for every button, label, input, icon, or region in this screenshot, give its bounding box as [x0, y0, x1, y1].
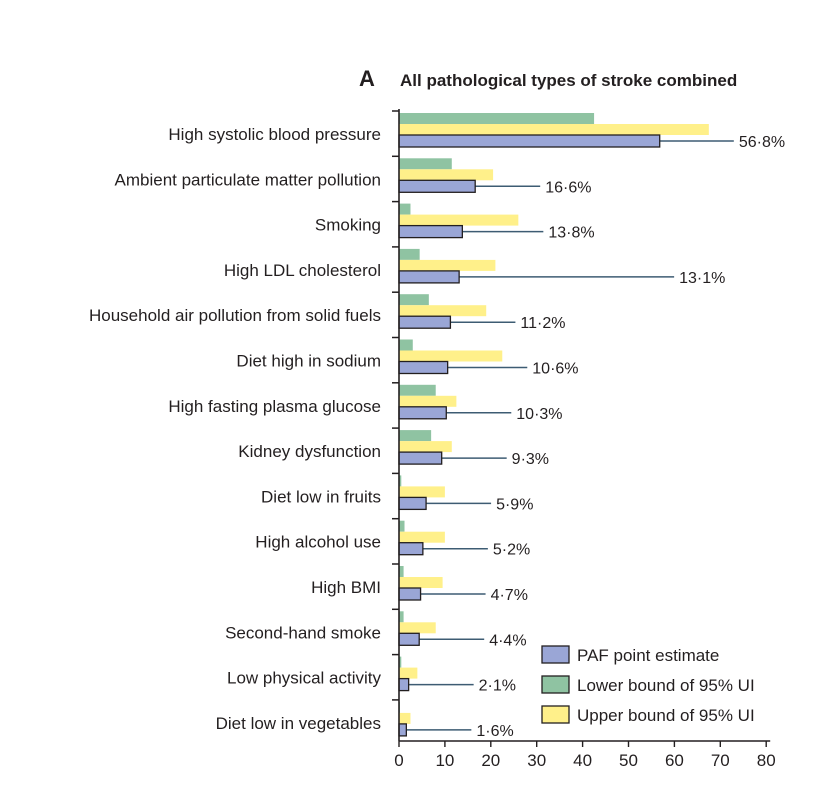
category-label: Kidney dysfunction: [238, 442, 381, 461]
point-estimate-bar: [398, 723, 407, 737]
upper-bound-bar: [399, 667, 418, 679]
value-label: 5·2%: [493, 542, 530, 559]
value-label: 2·1%: [479, 678, 516, 695]
lower-bound-bar: [399, 248, 420, 260]
legend-swatch: [541, 705, 570, 724]
x-tick-label: 80: [757, 751, 776, 770]
point-estimate-bar: [398, 632, 420, 646]
lower-bound-bar: [399, 430, 432, 442]
lower-bound-bar: [399, 294, 429, 306]
upper-bound-bar: [399, 169, 494, 181]
value-label: 4·4%: [489, 632, 526, 649]
upper-bound-bar: [399, 441, 452, 453]
point-estimate-bar: [398, 542, 424, 556]
upper-bound-bar: [399, 395, 457, 407]
upper-bound-bar: [399, 350, 503, 362]
category-label: Diet high in sodium: [236, 352, 381, 371]
point-estimate-bar: [398, 677, 410, 692]
point-estimate-bar: [398, 315, 452, 329]
category-label: High systolic blood pressure: [168, 125, 381, 144]
upper-bound-bar: [399, 486, 445, 498]
point-estimate-bar: [398, 360, 449, 375]
upper-bound-bar: [399, 577, 443, 588]
point-estimate-bar: [398, 587, 422, 601]
upper-bound-bar: [399, 622, 436, 634]
x-tick-label: 20: [481, 751, 500, 770]
value-label: 13·1%: [679, 270, 725, 287]
category-label: Second-hand smoke: [225, 623, 381, 642]
lower-bound-bar: [399, 158, 452, 170]
upper-bound-bar: [399, 531, 445, 543]
legend-label: PAF point estimate: [577, 646, 719, 665]
x-tick-label: 30: [527, 751, 546, 770]
value-label: 11·2%: [520, 315, 565, 332]
value-label: 16·6%: [545, 179, 591, 196]
lower-bound-bar: [399, 203, 411, 215]
category-label: High LDL cholesterol: [224, 261, 381, 280]
category-label: High alcohol use: [255, 533, 381, 552]
value-label: 13·8%: [548, 225, 594, 242]
lower-bound-bar: [399, 656, 402, 668]
upper-bound-bar: [399, 214, 519, 226]
x-tick-label: 70: [711, 751, 730, 770]
lower-bound-bar: [399, 384, 436, 396]
x-tick-label: 50: [619, 751, 638, 770]
legend-swatch: [541, 645, 570, 664]
point-estimate-bar: [398, 406, 447, 420]
lower-bound-bar: [399, 520, 405, 532]
category-label: Low physical activity: [227, 669, 382, 688]
category-label: Smoking: [315, 216, 381, 235]
upper-bound-bar: [399, 712, 411, 724]
point-estimate-bar: [398, 451, 443, 465]
value-label: 10·6%: [532, 361, 578, 378]
x-tick-label: 0: [394, 751, 403, 770]
panel-label: A: [359, 66, 375, 91]
category-label: High fasting plasma glucose: [168, 397, 381, 416]
point-estimate-bar: [398, 224, 463, 239]
value-label: 4·7%: [491, 587, 528, 604]
lower-bound-bar: [399, 113, 595, 124]
upper-bound-bar: [399, 124, 709, 135]
point-estimate-bar: [398, 270, 460, 284]
lower-bound-bar: [399, 566, 404, 577]
upper-bound-bar: [399, 259, 496, 271]
legend-label: Upper bound of 95% UI: [577, 706, 755, 725]
point-estimate-bar: [398, 179, 476, 193]
x-tick-label: 10: [435, 751, 454, 770]
category-label: Diet low in fruits: [261, 487, 381, 506]
lower-bound-bar: [399, 475, 402, 487]
category-label: Household air pollution from solid fuels: [89, 306, 381, 325]
value-label: 1·6%: [476, 723, 513, 740]
legend-swatch: [541, 675, 570, 694]
chart-title: All pathological types of stroke combine…: [400, 71, 737, 90]
point-estimate-bar: [398, 134, 661, 148]
value-label: 10·3%: [516, 406, 562, 423]
value-label: 56·8%: [739, 134, 785, 151]
value-label: 9·3%: [512, 451, 549, 468]
x-tick-label: 60: [665, 751, 684, 770]
category-label: Ambient particulate matter pollution: [115, 170, 381, 189]
category-label: High BMI: [311, 578, 381, 597]
value-label: 5·9%: [496, 496, 533, 513]
category-label: Diet low in vegetables: [216, 714, 381, 733]
lower-bound-bar: [399, 611, 404, 623]
point-estimate-bar: [398, 496, 427, 511]
x-tick-label: 40: [573, 751, 592, 770]
legend-label: Lower bound of 95% UI: [577, 676, 755, 695]
lower-bound-bar: [399, 339, 413, 351]
upper-bound-bar: [399, 305, 487, 317]
